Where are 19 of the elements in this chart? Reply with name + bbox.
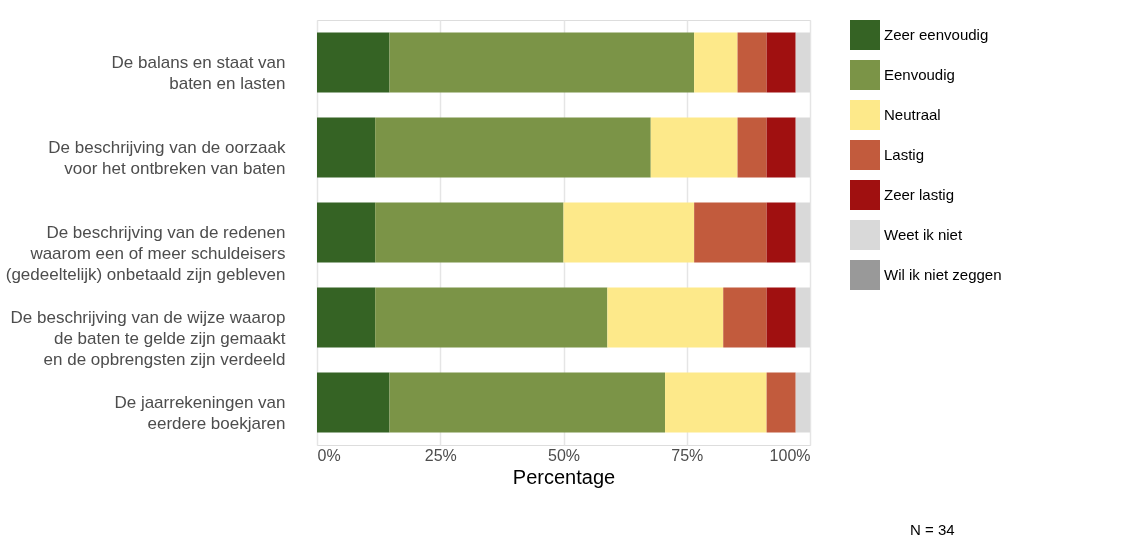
x-axis-title: Percentage <box>512 465 616 488</box>
y-tick-label: De beschrijving van de oorzaak voor het ontbreken van baten <box>48 137 286 178</box>
x-tick-label: 50% <box>547 446 581 464</box>
x-tick-label: 75% <box>671 446 704 464</box>
x-tick-label: 100% <box>769 446 811 464</box>
legend-label: Weet ik niet <box>884 226 963 243</box>
legend-label: Zeer eenvoudig <box>884 26 989 43</box>
legend-label: Wil ik niet zeggen <box>884 266 1002 283</box>
y-tick-label: De beschrijving van de wijze waarop de baten te gelde zijn gemaakt en de opbrengsten zijn verdeeld <box>10 307 286 369</box>
legend-label: Eenvoudig <box>884 66 955 83</box>
y-tick-label: De jaarrekeningen van eerdere boekjaren <box>114 392 286 433</box>
text: N = 34 <box>910 521 955 538</box>
legend-label: Lastig <box>884 146 925 163</box>
x-tick-label: 25% <box>424 446 457 464</box>
y-tick-label: De balans en staat van baten en lasten <box>111 52 286 93</box>
x-tick-label: 0% <box>317 446 341 464</box>
legend-label: Neutraal <box>884 106 941 123</box>
legend-label: Zeer lastig <box>884 186 955 203</box>
y-tick-label: De beschrijving van de redenen waarom een of meer schuldeisers (gedeeltelijk) onbetaald zijn gebleven <box>5 222 286 284</box>
